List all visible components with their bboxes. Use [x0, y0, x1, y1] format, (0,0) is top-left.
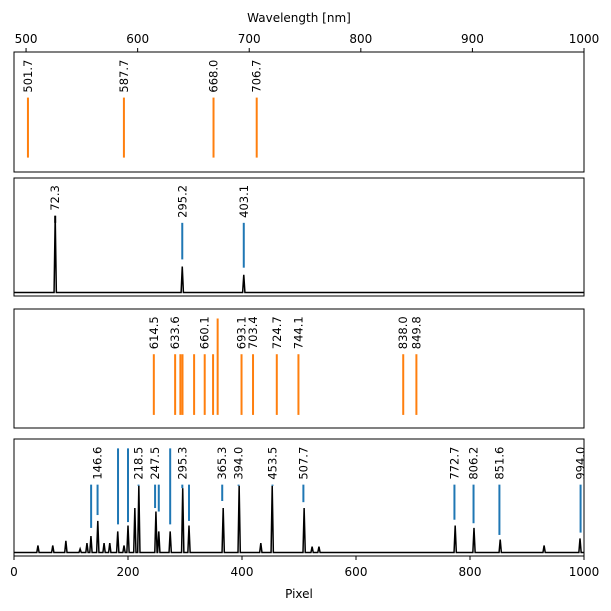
- panel: 501.7 587.7 668.0 706.7: [21, 60, 264, 158]
- line-label: 403.1: [237, 185, 251, 218]
- line-label: 295.3: [175, 447, 189, 480]
- x-tick-label: 800: [459, 565, 482, 579]
- line-label: 744.1: [291, 316, 305, 349]
- panel: 72.3 295.2 403.1: [14, 185, 584, 294]
- axes-frame: [13, 177, 585, 297]
- line-label: 218.5: [132, 447, 146, 480]
- line-label: 587.7: [117, 60, 131, 93]
- line-label: 633.6: [168, 316, 182, 349]
- line-label: 693.1: [235, 316, 249, 349]
- line-label: 706.7: [250, 60, 264, 93]
- line-label: 660.1: [198, 316, 212, 349]
- line-label: 851.6: [492, 447, 506, 480]
- x-axis-label: Pixel: [285, 587, 313, 601]
- line-label: 849.8: [409, 316, 423, 349]
- axes-frame: [13, 51, 585, 173]
- panel: 146.6 218.5 247.5 295.3 365.3 394.0 453.5 507.7…: [14, 447, 588, 554]
- axes-frame: [13, 438, 585, 557]
- x-tick-label: 1000: [569, 32, 600, 46]
- line-label: 72.3: [48, 185, 62, 211]
- x-tick-label: 700: [238, 32, 261, 46]
- line-label: 614.5: [147, 316, 161, 349]
- x-tick-label: 0: [10, 565, 18, 579]
- line-label: 365.3: [215, 447, 229, 480]
- line-label: 668.0: [207, 60, 221, 93]
- line-label: 772.7: [447, 447, 461, 480]
- line-label: 507.7: [296, 447, 310, 480]
- line-label: 295.2: [175, 185, 189, 218]
- line-label: 703.4: [246, 316, 260, 349]
- x-tick-label: 500: [15, 32, 38, 46]
- x-tick-label: 200: [117, 565, 140, 579]
- line-label: 994.0: [574, 447, 588, 480]
- x-tick-label: 600: [126, 32, 149, 46]
- x-tick-label: 800: [349, 32, 372, 46]
- x-tick-label: 400: [231, 565, 254, 579]
- x-tick-label: 1000: [569, 565, 600, 579]
- x-axis-label: Wavelength [nm]: [247, 11, 351, 25]
- line-label: 806.2: [467, 447, 481, 480]
- line-label: 247.5: [148, 447, 162, 480]
- spectrum-line: [14, 485, 584, 554]
- line-label: 501.7: [21, 60, 35, 93]
- line-label: 724.7: [270, 316, 284, 349]
- line-label: 394.0: [232, 447, 246, 480]
- line-label: 453.5: [265, 447, 279, 480]
- x-tick-label: 600: [345, 565, 368, 579]
- x-tick-label: 900: [461, 32, 484, 46]
- line-label: 146.6: [91, 447, 105, 480]
- axes-frame: [13, 308, 585, 429]
- spectrum-line: [14, 215, 584, 294]
- line-label: 838.0: [396, 316, 410, 349]
